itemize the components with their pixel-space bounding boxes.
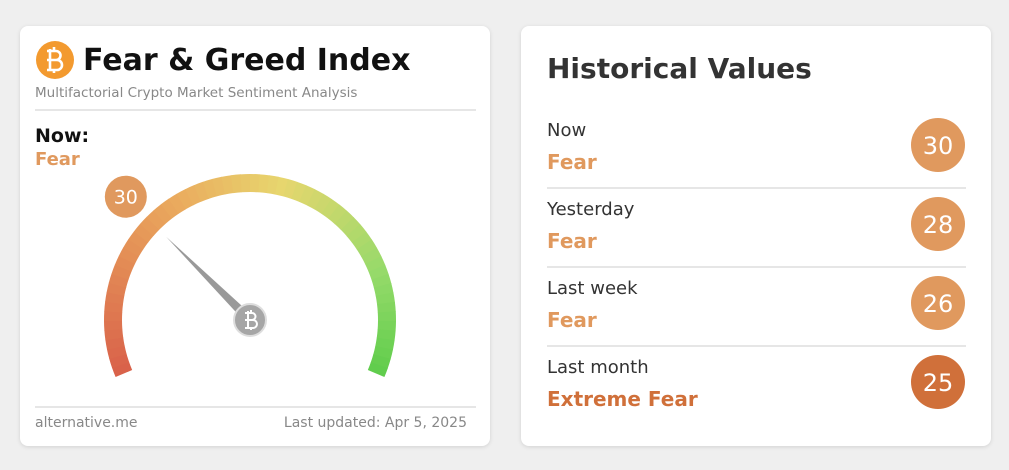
last-updated: Last updated: Apr 5, 2025 (283, 415, 467, 431)
gauge-arc-segment (299, 185, 316, 206)
row-label: Yesterday (547, 199, 635, 220)
gauge-arc-segment (361, 247, 382, 265)
gauge-arc-segment (283, 179, 298, 200)
gauge-arc-segment (212, 176, 226, 197)
bitcoin-glyph (47, 47, 64, 73)
gauge-arc-segment (114, 255, 136, 272)
source: alternative.me (35, 415, 138, 431)
gauge-arc-segment (266, 175, 280, 195)
now-label: Now: (35, 125, 90, 147)
value-badge (911, 197, 965, 251)
row-value: 30 (923, 132, 954, 160)
history-title: Historical Values (547, 52, 812, 85)
gauge-arc-segment (146, 210, 166, 230)
gauge-arc-segment (139, 216, 160, 237)
value-badge (911, 355, 965, 409)
row-value: 26 (923, 290, 954, 318)
gauge-arc-segment (306, 189, 324, 210)
gauge-arc-segment (275, 176, 289, 197)
gauge-arc-segment (133, 223, 154, 243)
gauge-arc-segment (111, 361, 133, 378)
gauge-arc-segment (314, 193, 332, 215)
gauge-arc-segment (321, 198, 340, 219)
gauge-arc-segment (123, 239, 144, 257)
gauge-arc-segment (160, 198, 180, 219)
gauge-arc-segment (371, 273, 392, 289)
gauge-arc-segment (118, 247, 140, 265)
gauge-arc-segment (375, 292, 395, 305)
gauge-arc-segment (221, 175, 234, 195)
gauge-arc-segment (365, 256, 386, 273)
row-classification: Extreme Fear (547, 387, 698, 411)
gauge-needle (166, 236, 254, 324)
gauge-arc-segment (377, 301, 396, 313)
gauge-arc-segment (109, 353, 130, 369)
row-classification: Fear (547, 229, 597, 253)
title: Fear & Greed Index (83, 43, 411, 78)
gauge-arc-segment (373, 345, 393, 360)
gauge-arc-segment (291, 181, 307, 203)
gauge-arc-segment (373, 283, 394, 297)
gauge-arc-segment (367, 362, 388, 378)
gauge-arc-segment (185, 185, 202, 206)
gauge-arc-segment (193, 181, 210, 202)
subtitle: Multifactorial Crypto Market Sentiment A… (35, 85, 358, 101)
gauge-arc-segment (106, 282, 127, 296)
row-label: Now (547, 120, 587, 141)
value-badge (911, 118, 965, 172)
gauge-arc-segment (108, 273, 129, 288)
index-card (20, 26, 490, 446)
gauge-arc-segment (356, 239, 378, 257)
gauge-arc-segment (104, 328, 124, 341)
row-label: Last week (547, 278, 638, 299)
row-value: 28 (923, 211, 954, 239)
gauge-arc-segment (370, 354, 391, 369)
gauge-arc-segment (376, 329, 396, 341)
row-classification: Fear (547, 150, 597, 174)
gauge-arc-segment (368, 264, 389, 280)
gauge-arc-segment (128, 231, 149, 250)
gauge-arc-segment (106, 345, 127, 359)
row-value: 25 (923, 369, 954, 397)
now-classification: Fear (35, 149, 80, 170)
gauge-arc-segment (230, 174, 243, 194)
gauge-arc-segment (111, 264, 132, 280)
gauge-value: 30 (114, 187, 138, 209)
value-badge (911, 276, 965, 330)
gauge-arc-segment (258, 174, 270, 194)
gauge-arc-segment (346, 224, 367, 243)
gauge-arc-segment (202, 178, 218, 199)
gauge-arc-segment (351, 231, 373, 250)
row-classification: Fear (547, 308, 597, 332)
hub-glyph (245, 310, 258, 330)
gauge-arc-segment (105, 337, 125, 350)
gauge-arc-segment (176, 188, 194, 210)
gauge-arc-segment (105, 291, 125, 305)
gauge-arc-segment (375, 337, 395, 351)
gauge-arc-segment (328, 204, 347, 225)
gauge-arc-segment (153, 204, 173, 225)
gauge-arc-segment (334, 210, 354, 231)
gauge-arc-segment (340, 217, 361, 237)
row-label: Last month (547, 357, 649, 378)
gauge-arc-segment (168, 193, 187, 214)
gauge-badge (104, 175, 147, 218)
gauge-arc-segment (104, 301, 124, 313)
